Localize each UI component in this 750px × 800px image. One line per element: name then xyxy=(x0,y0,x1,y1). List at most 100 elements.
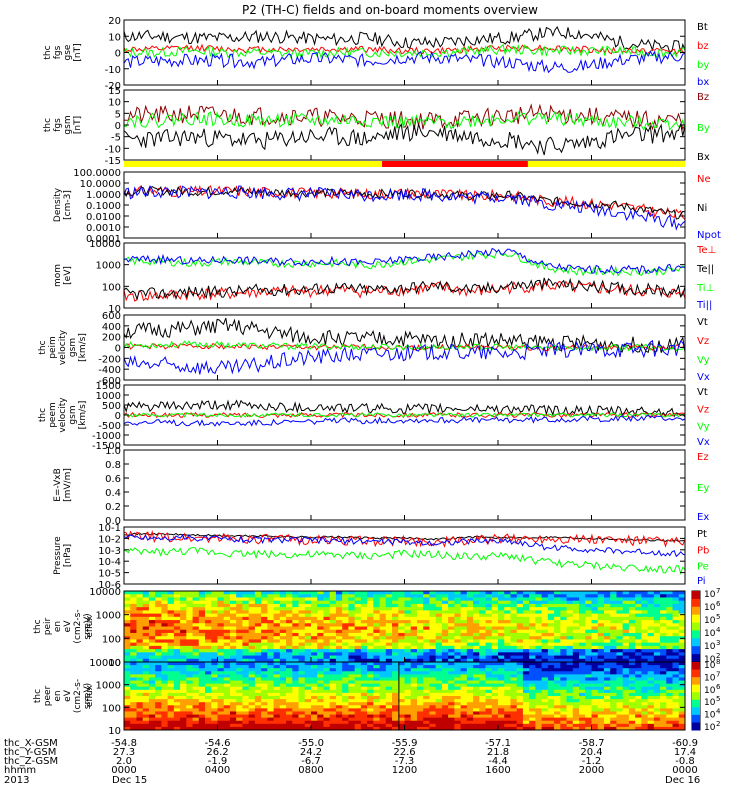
spectrogram-cell xyxy=(441,726,449,731)
y-axis-label-line: sr-eV) xyxy=(83,613,93,639)
spectrogram-cell xyxy=(416,683,424,688)
spectrogram-cell xyxy=(404,723,412,728)
spectrogram-cell xyxy=(304,642,312,647)
colorbar-segment xyxy=(692,654,700,663)
spectrogram-cell xyxy=(448,674,455,678)
spectrogram-cell xyxy=(367,665,374,669)
spectrogram-cell xyxy=(678,671,686,675)
spectrogram-cell xyxy=(641,629,649,634)
spectrogram-cell xyxy=(242,726,250,731)
spectrogram-cell xyxy=(479,620,487,624)
spectrogram-cell xyxy=(666,600,674,605)
spectrogram-cell xyxy=(473,658,480,663)
spectrogram-cell xyxy=(329,620,337,624)
spectrogram-cell xyxy=(454,665,462,669)
spectrogram-cell xyxy=(547,708,555,712)
spectrogram-cell xyxy=(554,652,561,657)
spectrogram-cell xyxy=(485,668,493,672)
spectrogram-cell xyxy=(267,655,275,660)
y-axis-label-line: [km/s] xyxy=(78,333,88,362)
spectrogram-cell xyxy=(142,705,150,709)
spectrogram-cell xyxy=(286,686,293,691)
spectrogram-cell xyxy=(142,649,150,653)
spectrogram-cell xyxy=(610,591,617,595)
spectrogram-cell xyxy=(186,692,194,697)
spectrogram-cell xyxy=(491,662,499,666)
spectrogram-cell xyxy=(423,649,430,653)
spectrogram-cell xyxy=(373,711,381,716)
spectrogram-cell xyxy=(173,607,181,611)
spectrogram-cell xyxy=(342,720,349,725)
spectrogram-cell xyxy=(229,600,237,605)
spectrogram-cell xyxy=(267,662,275,666)
spectrogram-cell xyxy=(435,708,443,712)
spectrogram-cell xyxy=(392,639,399,644)
colorbar-tick-exponent: 6 xyxy=(716,683,721,691)
colorbar-segment xyxy=(692,630,700,639)
spectrogram-cell xyxy=(167,708,175,712)
spectrogram-cell xyxy=(267,686,275,691)
spectrogram-cell xyxy=(205,711,212,716)
spectrogram-cell xyxy=(124,683,131,688)
y-axis-label-line: [nT] xyxy=(73,43,83,61)
spectrogram-cell xyxy=(516,677,524,682)
spectrogram-cell xyxy=(180,711,187,716)
spectrogram-cell xyxy=(597,692,605,697)
spectrogram-cell xyxy=(510,726,518,731)
spectrogram-cell xyxy=(622,623,630,627)
spectrogram-cell xyxy=(286,671,293,675)
spectrogram-cell xyxy=(485,652,493,657)
spectrogram-cell xyxy=(335,623,343,627)
spectrogram-cell xyxy=(317,689,324,694)
spectrogram-cell xyxy=(516,705,524,709)
spectrogram-cell xyxy=(192,702,200,706)
spectrogram-cell xyxy=(142,668,150,672)
spectrogram-cell xyxy=(672,652,680,657)
spectrogram-cell xyxy=(279,671,287,675)
spectrogram-cell xyxy=(666,723,674,728)
spectrogram-cell xyxy=(254,597,262,602)
spectrogram-cell xyxy=(660,642,667,647)
spectrogram-cell xyxy=(641,665,649,669)
spectrogram-cell xyxy=(529,720,536,725)
spectrogram-cell xyxy=(323,655,331,660)
spectrogram-cell xyxy=(211,655,218,660)
spectrogram-cell xyxy=(186,723,194,728)
spectrogram-cell xyxy=(522,620,530,624)
spectrogram-cell xyxy=(579,699,586,703)
x-axis-value: -60.9 xyxy=(672,738,698,749)
spectrogram-cell xyxy=(591,623,599,627)
spectrogram-cell xyxy=(641,708,649,712)
spectrogram-cell xyxy=(572,671,580,675)
spectrogram-cell xyxy=(491,711,499,716)
spectrogram-cell xyxy=(273,613,281,618)
spectrogram-cell xyxy=(173,639,181,644)
spectrogram-cell xyxy=(211,623,218,627)
spectrogram-cell xyxy=(323,711,331,716)
spectrogram-cell xyxy=(498,692,505,697)
spectrogram-cell xyxy=(666,720,674,725)
spectrogram-cell xyxy=(441,717,449,722)
spectrogram-cell xyxy=(429,594,437,598)
spectrogram-cell xyxy=(279,620,287,624)
spectrogram-cell xyxy=(180,600,187,605)
spectrogram-cell xyxy=(585,620,592,624)
spectrogram-cell xyxy=(510,702,518,706)
spectrogram-cell xyxy=(379,671,387,675)
spectrogram-cell xyxy=(379,714,387,719)
spectrogram-cell xyxy=(491,680,499,685)
spectrogram-cell xyxy=(498,620,505,624)
spectrogram-cell xyxy=(329,626,337,631)
spectrogram-cell xyxy=(672,613,680,618)
spectrogram-cell xyxy=(367,655,374,660)
spectrogram-cell xyxy=(579,671,586,675)
spectrogram-cell xyxy=(416,645,424,650)
spectrogram-cell xyxy=(155,699,162,703)
spectrogram-cell xyxy=(522,649,530,653)
spectrogram-cell xyxy=(498,717,505,722)
spectrogram-cell xyxy=(479,671,487,675)
spectrogram-cell xyxy=(205,717,212,722)
spectrogram-cell xyxy=(498,662,505,666)
spectrogram-cell xyxy=(329,723,337,728)
